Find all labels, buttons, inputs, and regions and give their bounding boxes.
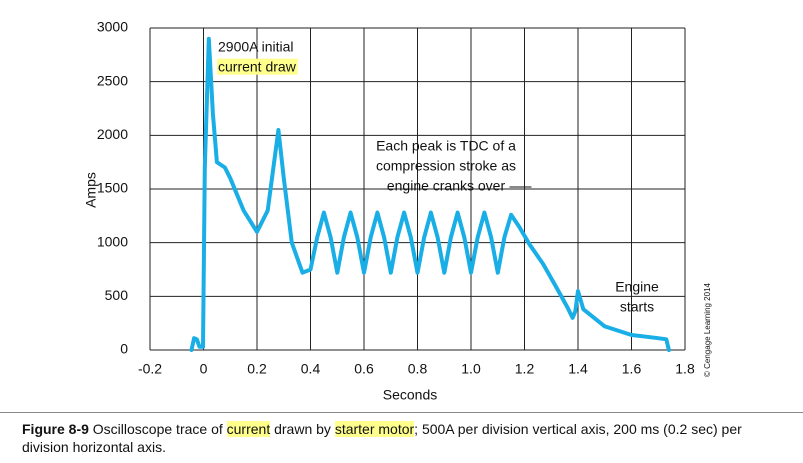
y-tick-label: 1500: [97, 180, 128, 196]
highlight: [217, 58, 298, 75]
x-tick-label: 1.0: [461, 361, 481, 377]
annotation: engine cranks over: [387, 178, 506, 194]
x-axis-label: Seconds: [383, 387, 437, 403]
chart: Seconds Amps © Cengage Learning 2014 0 50…: [83, 19, 712, 403]
caption-rule: [0, 412, 803, 413]
annotation: Engine: [615, 279, 659, 295]
caption-text: drawn by: [270, 421, 335, 437]
x-tick-label: 0: [200, 361, 208, 377]
x-tick-label: 1.6: [622, 361, 642, 377]
annotation: starts: [620, 299, 654, 315]
caption-highlight: current: [226, 421, 271, 437]
x-tick-label: 0.8: [408, 361, 428, 377]
y-tick-label: 500: [105, 287, 129, 303]
y-tick-label: 2500: [97, 72, 128, 88]
trace: [189, 36, 671, 352]
x-tick-label: 0.4: [301, 361, 321, 377]
y-tick-label: 3000: [97, 19, 128, 35]
x-tick-label: 0.6: [354, 361, 374, 377]
annotation: compression stroke as: [376, 158, 516, 174]
x-tick-label: 1.2: [515, 361, 535, 377]
caption-text: ; 500A per division vertical axis, 200 m…: [22, 421, 742, 455]
y-tick-label: 2000: [97, 126, 128, 142]
x-tick-label: -0.2: [138, 361, 162, 377]
annotation: current draw: [218, 59, 297, 75]
caption: Figure 8-9 Oscilloscope trace of current…: [22, 420, 792, 456]
y-axis-label: Amps: [83, 172, 99, 208]
figure-label: Figure 8-9: [22, 421, 89, 437]
y-tick-label: 0: [120, 341, 128, 357]
caption-text: Oscilloscope trace of: [88, 421, 227, 437]
x-tick-label: 0.2: [247, 361, 267, 377]
credit: © Cengage Learning 2014: [703, 282, 712, 377]
x-tick-label: 1.4: [568, 361, 588, 377]
annotation: Each peak is TDC of a: [376, 138, 516, 154]
annotation: 2900A initial: [218, 39, 294, 55]
y-tick-label: 1000: [97, 233, 128, 249]
caption-highlight: starter motor: [334, 421, 415, 437]
x-tick-label: 1.8: [675, 361, 695, 377]
